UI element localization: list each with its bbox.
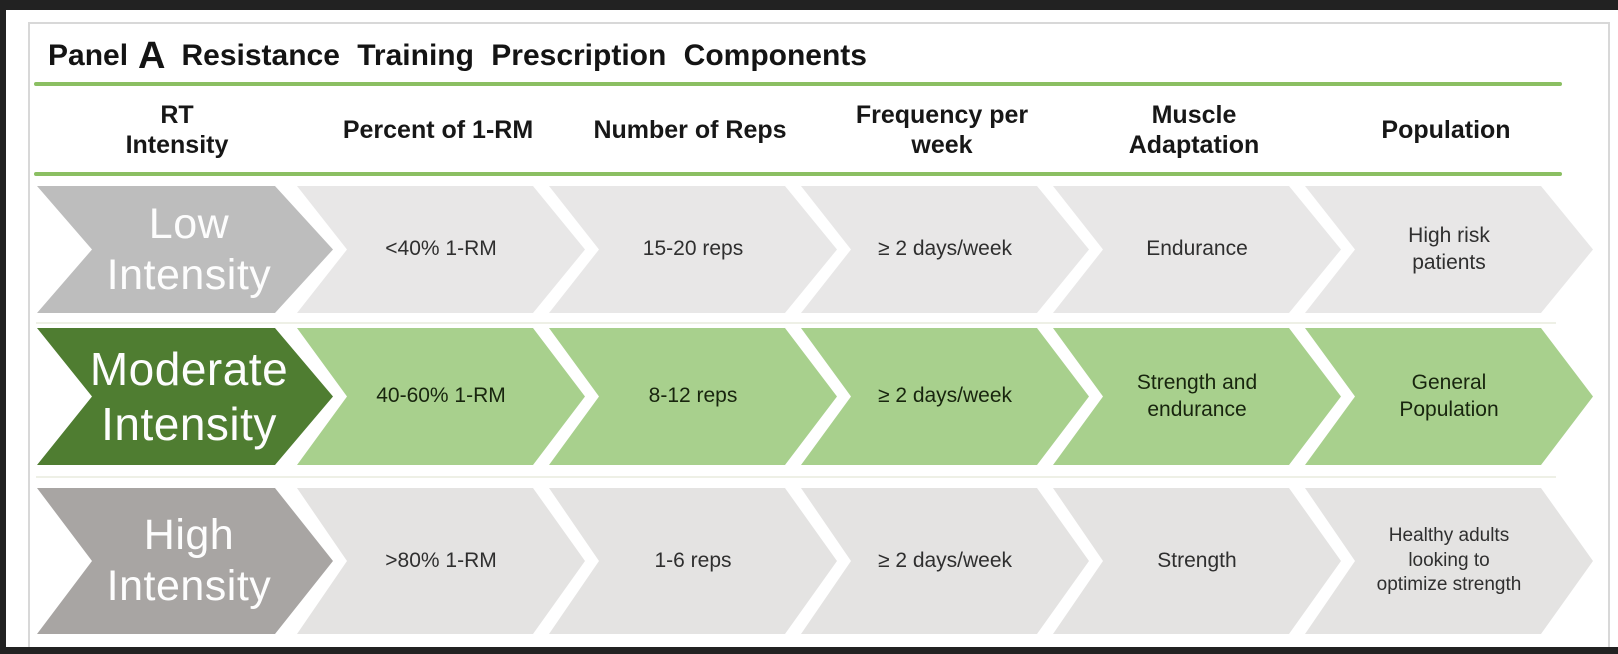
panel-title: Panel A Resistance Training Prescription… — [48, 30, 867, 82]
column-header-label: RT Intensity — [125, 100, 229, 160]
cell-value: ≥ 2 days/week — [877, 384, 1013, 408]
column-header-rt-intensity: RT Intensity — [37, 88, 317, 172]
cell-value: Strength — [1157, 548, 1237, 572]
high-frequency-chevron: ≥ 2 days/week — [801, 488, 1089, 634]
column-header-label: Number of Reps — [593, 115, 787, 144]
cell-value: Endurance — [1146, 237, 1248, 261]
cell-value: ≥ 2 days/week — [877, 237, 1013, 261]
figure-panel: Panel A Resistance Training Prescription… — [28, 22, 1610, 647]
low-frequency-chevron: ≥ 2 days/week — [801, 186, 1089, 313]
moderate-percent-1rm-chevron: 40-60% 1-RM — [297, 328, 585, 465]
high-adaptation-chevron: Strength — [1053, 488, 1341, 634]
moderate-population-chevron: General Population — [1305, 328, 1593, 465]
column-header-label: Population — [1381, 115, 1511, 144]
row-intensity-label: Moderate Intensity — [89, 343, 289, 450]
moderate-adaptation-chevron: Strength and endurance — [1053, 328, 1341, 465]
low-population-chevron: High risk patients — [1305, 186, 1593, 313]
panel-label-prefix: Panel — [48, 39, 129, 72]
row-high-intensity: High Intensity >80% 1-RM 1-6 reps ≥ 2 da… — [30, 488, 1608, 634]
frame-border-top — [0, 0, 1618, 10]
cell-value: <40% 1-RM — [385, 237, 497, 261]
divider-line-header — [34, 172, 1562, 176]
panel-title-text: Resistance Training Prescription Compone… — [181, 39, 867, 72]
low-reps-chevron: 15-20 reps — [549, 186, 837, 313]
column-header-percent-1rm: Percent of 1-RM — [318, 88, 558, 172]
cell-value: High risk patients — [1408, 224, 1490, 274]
cell-value: 15-20 reps — [642, 237, 744, 261]
cell-value: Strength and endurance — [1136, 371, 1258, 421]
column-header-label: Muscle Adaptation — [1128, 100, 1260, 160]
high-reps-chevron: 1-6 reps — [549, 488, 837, 634]
high-population-chevron: Healthy adults looking to optimize stren… — [1305, 488, 1593, 634]
row-intensity-label: High Intensity — [106, 511, 272, 610]
cell-value: ≥ 2 days/week — [877, 548, 1013, 572]
frame-border-left — [0, 0, 6, 654]
cell-value: General Population — [1399, 371, 1499, 421]
column-header-label: Percent of 1-RM — [342, 115, 534, 144]
low-adaptation-chevron: Endurance — [1053, 186, 1341, 313]
low-percent-1rm-chevron: <40% 1-RM — [297, 186, 585, 313]
divider-line-top — [34, 82, 1562, 86]
low-intensity-arrow: Low Intensity — [37, 186, 333, 313]
cell-value: 40-60% 1-RM — [376, 384, 506, 408]
frame-border-bottom — [0, 647, 1618, 654]
row-separator — [36, 476, 1556, 478]
cell-value: 1-6 reps — [654, 548, 732, 572]
cell-value: 8-12 reps — [648, 384, 738, 408]
moderate-frequency-chevron: ≥ 2 days/week — [801, 328, 1089, 465]
row-moderate-intensity: Moderate Intensity 40-60% 1-RM 8-12 reps… — [30, 328, 1608, 465]
column-header-muscle-adaptation: Muscle Adaptation — [1074, 88, 1314, 172]
column-header-number-of-reps: Number of Reps — [570, 88, 810, 172]
cell-value: Healthy adults looking to optimize stren… — [1376, 524, 1522, 596]
cell-value: >80% 1-RM — [385, 548, 497, 572]
moderate-reps-chevron: 8-12 reps — [549, 328, 837, 465]
high-percent-1rm-chevron: >80% 1-RM — [297, 488, 585, 634]
panel-label-letter: A — [138, 35, 166, 77]
column-header-frequency: Frequency per week — [822, 88, 1062, 172]
column-header-label: Frequency per week — [855, 100, 1029, 160]
moderate-intensity-arrow: Moderate Intensity — [37, 328, 333, 465]
row-separator — [36, 322, 1556, 324]
high-intensity-arrow: High Intensity — [37, 488, 333, 634]
column-header-population: Population — [1326, 88, 1566, 172]
row-intensity-label: Low Intensity — [106, 199, 272, 299]
row-low-intensity: Low Intensity <40% 1-RM 15-20 reps ≥ 2 d… — [30, 186, 1608, 313]
